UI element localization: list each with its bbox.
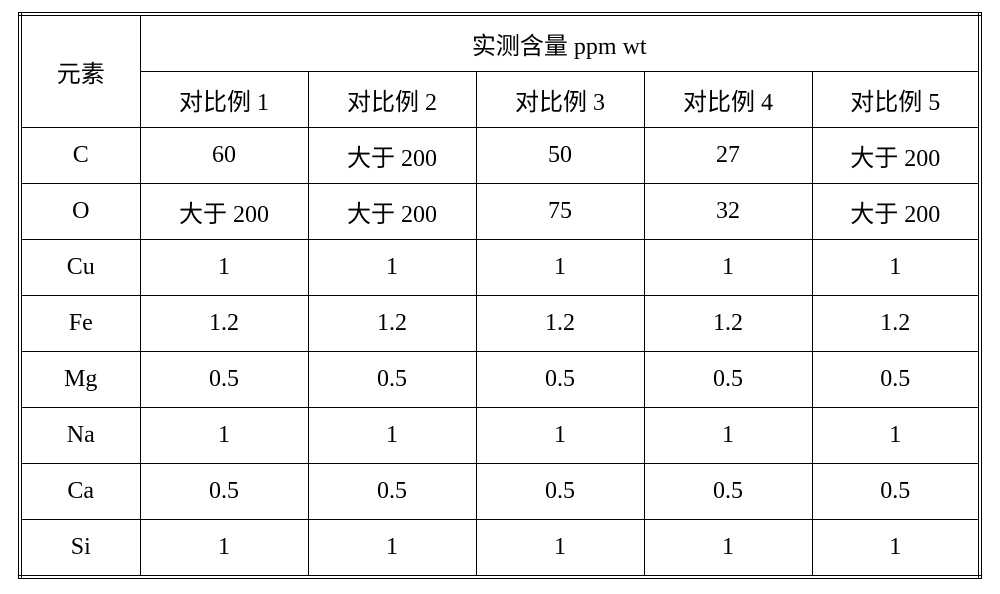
cell: 27 <box>644 128 812 184</box>
row-label: Na <box>20 408 140 464</box>
cell: 0.5 <box>644 352 812 408</box>
cell: 1 <box>476 408 644 464</box>
cell: 0.5 <box>308 352 476 408</box>
header-row-1: 元素 实测含量 ppm wt <box>20 14 980 72</box>
cell: 1.2 <box>644 296 812 352</box>
cell: 1 <box>812 408 980 464</box>
row-label: Si <box>20 520 140 578</box>
cell: 1 <box>140 240 308 296</box>
cell: 1 <box>644 408 812 464</box>
cell: 1 <box>140 408 308 464</box>
cell: 大于 200 <box>140 184 308 240</box>
cell: 大于 200 <box>308 128 476 184</box>
row-label: Cu <box>20 240 140 296</box>
col-header: 对比例 3 <box>476 72 644 128</box>
cell: 0.5 <box>812 464 980 520</box>
table-row: Mg 0.5 0.5 0.5 0.5 0.5 <box>20 352 980 408</box>
cell: 60 <box>140 128 308 184</box>
cell: 50 <box>476 128 644 184</box>
cell: 1.2 <box>476 296 644 352</box>
cell: 1.2 <box>140 296 308 352</box>
cell: 1 <box>644 520 812 578</box>
cell: 1.2 <box>308 296 476 352</box>
row-label: Mg <box>20 352 140 408</box>
table-row: Cu 1 1 1 1 1 <box>20 240 980 296</box>
cell: 大于 200 <box>812 184 980 240</box>
cell: 1 <box>476 520 644 578</box>
cell: 0.5 <box>476 464 644 520</box>
cell: 1 <box>812 520 980 578</box>
cell: 0.5 <box>140 464 308 520</box>
group-header: 实测含量 ppm wt <box>140 14 980 72</box>
row-label: C <box>20 128 140 184</box>
row-label: O <box>20 184 140 240</box>
table-row: O 大于 200 大于 200 75 32 大于 200 <box>20 184 980 240</box>
table-row: Ca 0.5 0.5 0.5 0.5 0.5 <box>20 464 980 520</box>
data-table: 元素 实测含量 ppm wt 对比例 1 对比例 2 对比例 3 对比例 4 对… <box>18 12 982 579</box>
cell: 大于 200 <box>812 128 980 184</box>
cell: 0.5 <box>308 464 476 520</box>
col-header: 对比例 5 <box>812 72 980 128</box>
table-row: C 60 大于 200 50 27 大于 200 <box>20 128 980 184</box>
row-header-label: 元素 <box>20 14 140 128</box>
cell: 0.5 <box>812 352 980 408</box>
table-row: Fe 1.2 1.2 1.2 1.2 1.2 <box>20 296 980 352</box>
cell: 0.5 <box>476 352 644 408</box>
cell: 1 <box>140 520 308 578</box>
row-label: Fe <box>20 296 140 352</box>
cell: 0.5 <box>644 464 812 520</box>
table-row: Na 1 1 1 1 1 <box>20 408 980 464</box>
table-row: Si 1 1 1 1 1 <box>20 520 980 578</box>
cell: 1 <box>308 240 476 296</box>
cell: 大于 200 <box>308 184 476 240</box>
cell: 1 <box>308 520 476 578</box>
cell: 32 <box>644 184 812 240</box>
cell: 1 <box>644 240 812 296</box>
cell: 1 <box>476 240 644 296</box>
cell: 1 <box>308 408 476 464</box>
row-label: Ca <box>20 464 140 520</box>
col-header: 对比例 4 <box>644 72 812 128</box>
col-header: 对比例 1 <box>140 72 308 128</box>
cell: 0.5 <box>140 352 308 408</box>
header-row-2: 对比例 1 对比例 2 对比例 3 对比例 4 对比例 5 <box>20 72 980 128</box>
cell: 75 <box>476 184 644 240</box>
col-header: 对比例 2 <box>308 72 476 128</box>
cell: 1 <box>812 240 980 296</box>
cell: 1.2 <box>812 296 980 352</box>
